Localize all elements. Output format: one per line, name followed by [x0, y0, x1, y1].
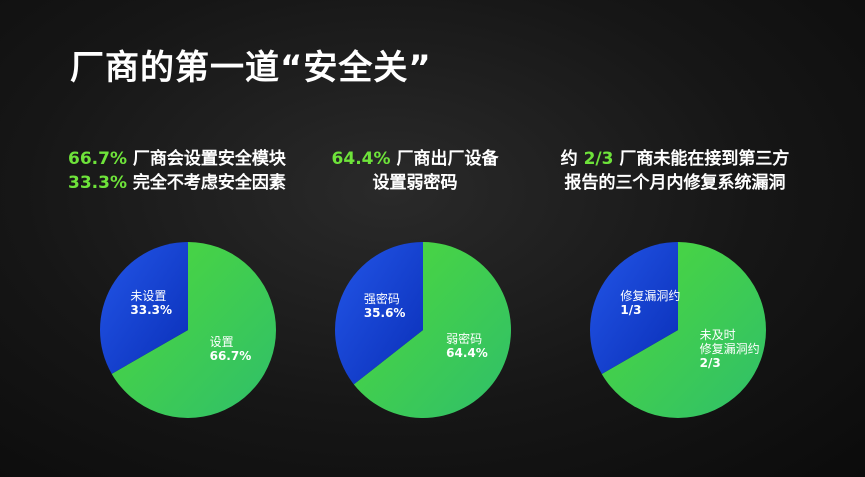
pie-chart-3: 未及时 修复漏洞约 2/3 修复漏洞约 1/3 [588, 240, 768, 420]
pie-chart-1: 设置 66.7% 未设置 33.3% [98, 240, 278, 420]
pie-1-slice-2 [99, 242, 188, 374]
caption-line: 报告的三个月内修复系统漏洞 [564, 173, 786, 193]
pie-3-slice-1-value: 2/3 [700, 356, 721, 370]
pie-1-slice-2-name: 未设置 [130, 289, 166, 303]
pie-3-slice-1 [601, 242, 766, 418]
caption-line: 64.4% 厂商出厂设备 [331, 149, 499, 169]
pie-2-slice-2 [335, 242, 423, 385]
caption-line: 66.7% 厂商会设置安全模块 [68, 149, 286, 169]
caption-line: 约 2/3 厂商未能在接到第三方 [560, 149, 790, 169]
caption-chart-2: 64.4% 厂商出厂设备 设置弱密码 [310, 147, 520, 195]
pie-1-slice-1 [111, 242, 276, 418]
pie-2-slice-1 [353, 242, 512, 418]
pie-2-slice-2-value: 35.6% [364, 306, 406, 320]
caption-line: 33.3% 完全不考虑安全因素 [68, 173, 286, 193]
pie-3-slice-1-name: 修复漏洞约 [700, 341, 760, 356]
pie-3-slice-1-name: 未及时 [700, 328, 736, 342]
pie-3-slice-2-value: 1/3 [620, 303, 641, 317]
pie-3-slice-2-name: 修复漏洞约 [620, 288, 680, 303]
pie-3-slice-2 [590, 242, 678, 374]
pie-2-slice-1-name: 弱密码 [446, 331, 482, 346]
pie-1-slice-2-value: 33.3% [130, 303, 172, 317]
caption-chart-3: 约 2/3 厂商未能在接到第三方 报告的三个月内修复系统漏洞 [540, 147, 810, 195]
pie-1-slice-1-value: 66.7% [210, 349, 252, 363]
pie-chart-2: 弱密码 64.4% 强密码 35.6% [333, 240, 513, 420]
pie-2-slice-2-name: 强密码 [364, 291, 400, 306]
pie-1-slice-1-name: 设置 [210, 335, 234, 349]
slide-title: 厂商的第一道“安全关” [70, 48, 432, 88]
caption-chart-1: 66.7% 厂商会设置安全模块 33.3% 完全不考虑安全因素 [68, 147, 286, 195]
pie-2-slice-1-value: 64.4% [446, 346, 488, 360]
caption-line: 设置弱密码 [372, 173, 458, 193]
